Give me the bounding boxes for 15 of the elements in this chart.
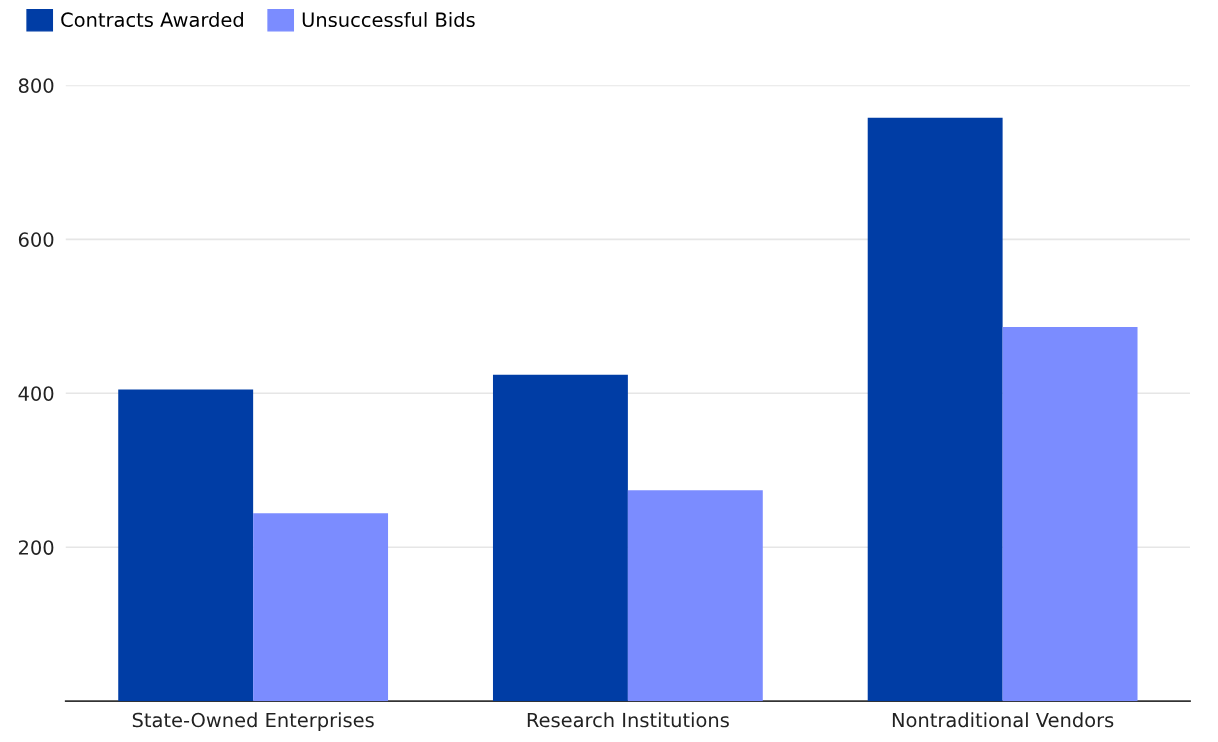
x-tick-label: Nontraditional Vendors [892,712,1114,728]
bar [253,513,389,702]
y-tick-label: 200 [18,540,54,555]
x-tick-label: Research Institutions [527,712,729,728]
bar [867,117,1003,702]
y-tick-label: 400 [18,386,54,401]
bar [492,374,628,702]
x-tick-label: State-Owned Enterprises [132,712,374,732]
bar [627,490,763,702]
y-tick-label: 800 [18,78,54,93]
bar [118,389,254,702]
bar [1002,327,1138,702]
legend-label: Unsuccessful Bids [302,12,475,28]
legend-label: Contracts Awarded [61,12,243,28]
y-tick-label: 600 [18,232,54,247]
